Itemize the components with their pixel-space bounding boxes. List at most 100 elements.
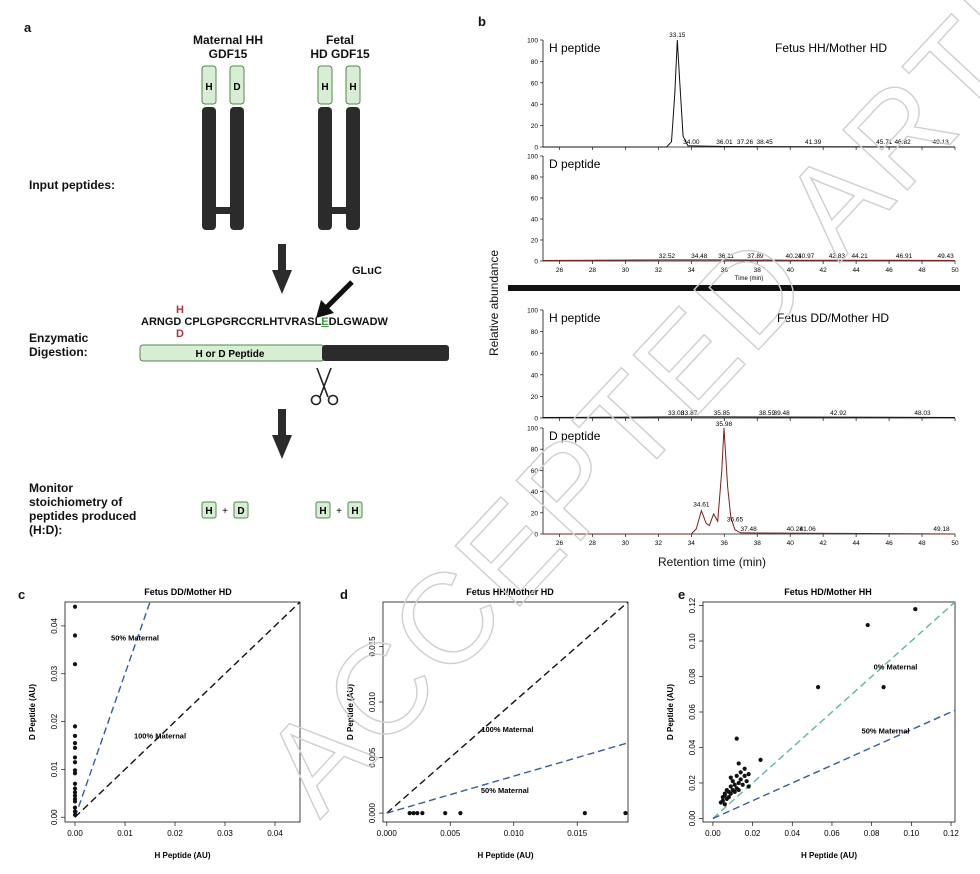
monitor-label-line1: Monitor: [29, 481, 73, 495]
scatter-point: [72, 793, 78, 798]
pair1-plus: +: [222, 506, 228, 517]
chrom-peak-label: 46.82: [894, 139, 911, 146]
chrom-peak-label: 49.43: [937, 253, 954, 260]
scatter-ref-line: [74, 602, 151, 818]
chrom-x-tick-label: 30: [622, 267, 630, 274]
sequence-cut-site: E: [321, 316, 329, 328]
chrom-trace-title: D peptide: [549, 429, 601, 443]
variant-d: D: [176, 328, 184, 340]
panel-d-letter: d: [340, 587, 348, 602]
pair1-d-box: [233, 501, 249, 519]
fetal-tag-h2-text: H: [349, 82, 356, 93]
fetal-tag-h2: [345, 65, 361, 105]
scatter-x-tick-label: 0.10: [904, 829, 920, 838]
scatter-point: [746, 784, 751, 789]
chrom-condition-title: Fetus HH/Mother HD: [775, 41, 887, 55]
chrom-peak-label: 40.97: [798, 253, 815, 260]
scatter-title: Fetus HH/Mother HD: [466, 587, 554, 597]
scatter-ref-label: 50% Maternal: [111, 633, 159, 642]
sequence-prefix: ARNGD: [141, 316, 182, 328]
panel-e-letter: e: [678, 587, 686, 602]
scatter-point: [72, 790, 78, 795]
scatter-x-tick-label: 0.000: [377, 829, 398, 838]
scatter-point: [458, 811, 463, 816]
chrom-y-tick-label: 40: [531, 102, 539, 109]
scatter-point: [881, 685, 886, 690]
fetal-tag-h1: [317, 65, 333, 105]
chrom-y-tick-label: 100: [527, 308, 538, 315]
scatter-frame: [702, 601, 956, 823]
chrom-x-tick-label: 48: [918, 267, 926, 274]
scatter-point: [72, 755, 78, 760]
scatter-point: [738, 770, 743, 775]
scatter-point: [72, 786, 78, 791]
scatter-point: [623, 811, 628, 816]
pair2-h2-text: H: [351, 506, 358, 517]
chrom-x-tick-label: 26: [556, 540, 564, 547]
chrom-peak-label: 38.45: [757, 139, 774, 146]
maternal-title-line2: GDF15: [208, 47, 248, 61]
panel-b-letter: b: [478, 14, 486, 29]
chrom-peak-label: 34.61: [693, 502, 710, 509]
scatter-point: [736, 761, 741, 766]
chrom-trace: [543, 39, 956, 148]
scatter-y-tick-label: 0.005: [368, 747, 377, 768]
scatter-point: [815, 685, 821, 690]
fetal-chain-left: [318, 107, 332, 230]
scatter-point: [758, 757, 763, 763]
chrom-x-tick-label: 42: [820, 267, 828, 274]
chrom-peak-label: 37.26: [737, 139, 754, 146]
scatter-point: [72, 633, 78, 638]
scatter-ref-line: [712, 709, 955, 820]
variant-h: H: [176, 304, 184, 316]
chrom-y-tick-label: 0: [534, 259, 538, 266]
scatter-y-tick-label: 0.03: [50, 665, 59, 681]
chrom-y-tick-label: 0: [534, 416, 538, 423]
scatter-ref-label: 0% Maternal: [874, 662, 918, 671]
scatter-y-tick-label: 0.06: [688, 704, 697, 720]
chrom-y-tick-label: 20: [531, 510, 539, 517]
scatter-point: [718, 800, 723, 805]
scatter-xlabel: H Peptide (AU): [155, 851, 211, 860]
scatter-ylabel: D Peptide (AU): [666, 684, 675, 740]
scatter-point: [865, 622, 870, 628]
chrom-trace-title: H peptide: [549, 41, 601, 55]
peptide-bar-label: H or D Peptide: [196, 349, 265, 360]
scatter-point: [72, 812, 78, 817]
maternal-chain-right: [230, 107, 244, 230]
chrom-x-tick-label: 26: [556, 267, 564, 274]
pair1-h-box: [201, 501, 217, 519]
scatter-point: [746, 771, 751, 777]
chrom-peak-label: 33.15: [669, 32, 686, 39]
chrom-x-tick-label: 32: [655, 540, 663, 547]
chrom-peak-label: 39.48: [773, 410, 790, 417]
scatter-y-tick-label: 0.01: [50, 761, 59, 777]
scatter-ref-line: [386, 602, 628, 814]
scatter-xlabel: H Peptide (AU): [801, 851, 857, 860]
scatter-ref-label: 100% Maternal: [481, 725, 533, 734]
fetal-tag-h1-text: H: [321, 82, 328, 93]
fetal-title-line2: HD GDF15: [310, 47, 370, 61]
scatter-y-tick-label: 0.04: [688, 739, 697, 755]
chrom-peak-label: 45.71: [876, 139, 893, 146]
chrom-peak-label: 36.11: [718, 253, 734, 260]
chrom-peak-label: 42.92: [830, 410, 847, 417]
scatter-point: [728, 784, 733, 789]
chrom-y-tick-label: 80: [531, 59, 539, 66]
scatter-point: [728, 791, 733, 796]
scatter-y-tick-label: 0.12: [688, 597, 697, 613]
chrom-peak-label: 49.13: [933, 139, 950, 146]
chrom-peak-label: 41.06: [800, 526, 817, 533]
chrom-x-tick-label: 34: [688, 267, 696, 274]
maternal-tag-d-text: D: [233, 82, 240, 93]
chrom-trace: [542, 416, 956, 418]
chrom-peak-label: 33.87: [681, 410, 698, 417]
maternal-title: Maternal HH GDF15: [178, 33, 278, 61]
panel-b-xlabel: Retention time (min): [658, 555, 767, 569]
scatter-point: [734, 736, 739, 741]
pair2-h1-text: H: [319, 506, 326, 517]
scatter-point: [744, 779, 749, 784]
chrom-x-tick-label: 28: [589, 540, 597, 547]
chrom-y-tick-label: 100: [527, 426, 538, 433]
scatter-point: [72, 781, 78, 786]
